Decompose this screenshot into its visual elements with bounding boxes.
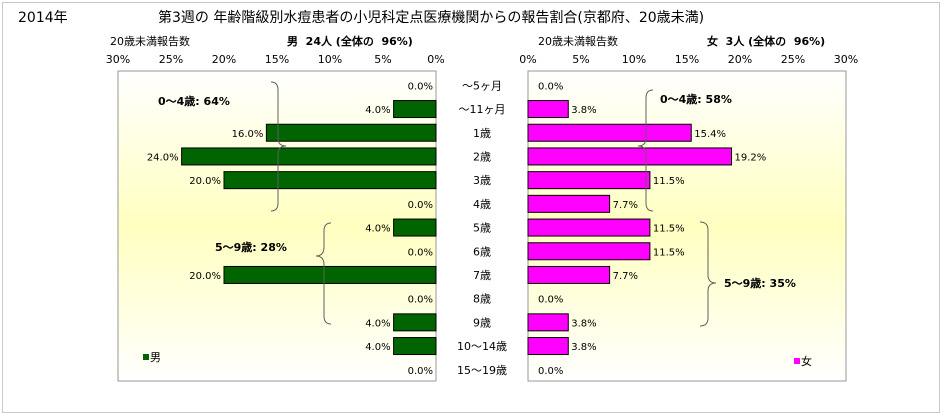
category-label: 1歳 [473, 127, 491, 140]
female-bar [527, 147, 733, 166]
category-label: 4歳 [473, 198, 491, 211]
category-label: 6歳 [473, 245, 491, 258]
male-bar [393, 337, 437, 356]
male-axis-tick: 30% [106, 53, 130, 66]
female-axis-tick: 5% [572, 53, 589, 66]
male-bar [181, 147, 437, 166]
female-axis-tick: 20% [728, 53, 752, 66]
male-bar [393, 313, 437, 332]
bracket-male-5-9 [315, 222, 332, 325]
male-bar-value-label: 20.0% [189, 176, 221, 187]
female-bar [527, 313, 569, 332]
male-bar-value-label: 4.0% [365, 224, 390, 235]
female-axis-tick: 25% [781, 53, 805, 66]
female-bar-value-label: 0.0% [538, 366, 563, 377]
female-subtitle: 20歳未満報告数 [538, 35, 618, 48]
female-bar-value-label: 11.5% [653, 247, 685, 258]
male-bar-value-label: 20.0% [189, 271, 221, 282]
female-bar [527, 100, 569, 119]
female-axis-tick: 0% [519, 53, 536, 66]
category-label: 〜5ヶ月 [462, 79, 502, 92]
female-bar-value-label: 0.0% [538, 295, 563, 306]
male-bar [393, 218, 437, 237]
category-label: 2歳 [473, 150, 491, 163]
male-bar-value-label: 4.0% [365, 318, 390, 329]
legend-female-label: 女 [801, 354, 812, 368]
category-label: 5歳 [473, 222, 491, 235]
female-bar-value-label: 3.8% [571, 342, 596, 353]
male-subtitle: 20歳未満報告数 [110, 35, 190, 48]
female-bar-value-label: 11.5% [653, 224, 685, 235]
male-bar-value-label: 16.0% [232, 129, 264, 140]
category-label: 9歳 [473, 316, 491, 329]
male-axis-tick: 15% [265, 53, 289, 66]
bracket-label-female-5-9: 5〜9歳: 35% [724, 276, 796, 290]
female-bar [527, 171, 651, 190]
female-bar-value-label: 7.7% [613, 271, 638, 282]
category-label: 10〜14歳 [457, 340, 507, 353]
male-axis-tick: 25% [159, 53, 183, 66]
male-axis-tick: 0% [427, 53, 444, 66]
bracket-lines [270, 81, 717, 327]
chart-title: 第3週の 年齢階級別水痘患者の小児科定点医療機関からの報告割合(京都府、20歳未… [158, 9, 704, 26]
male-axis-tick: 5% [374, 53, 391, 66]
female-bar-value-label: 19.2% [735, 152, 767, 163]
chart-year: 2014年 [18, 10, 68, 26]
female-bar [527, 123, 692, 142]
male-bar-value-label: 0.0% [408, 81, 433, 92]
male-axis-tick: 10% [318, 53, 342, 66]
male-bar [223, 171, 437, 190]
male-bar-value-label: 4.0% [365, 105, 390, 116]
female-axis-tick: 10% [622, 53, 646, 66]
male-axis-tick: 20% [212, 53, 236, 66]
male-count-label: 男 24人 (全体の 96%) [287, 34, 413, 48]
legend-male-swatch [143, 354, 149, 360]
category-label: 8歳 [473, 293, 491, 306]
male-bar-value-label: 0.0% [408, 247, 433, 258]
female-bar [527, 242, 651, 261]
bracket-female-5-9 [699, 221, 717, 327]
male-bar [265, 123, 437, 142]
female-bar-value-label: 11.5% [653, 176, 685, 187]
bracket-female-0-4 [637, 89, 654, 212]
female-bar [527, 337, 569, 356]
female-count-label: 女 3人 (全体の 96%) [707, 34, 825, 48]
category-label: 15〜19歳 [457, 364, 507, 377]
female-bar-value-label: 15.4% [694, 129, 726, 140]
female-bar [527, 218, 651, 237]
male-bar [223, 265, 437, 284]
male-plot-area [117, 70, 437, 382]
category-label: 7歳 [473, 269, 491, 282]
bracket-male-0-4 [270, 81, 287, 212]
male-bar-value-label: 4.0% [365, 342, 390, 353]
female-bar [527, 194, 611, 213]
male-bar [393, 100, 437, 119]
female-bar-value-label: 3.8% [571, 105, 596, 116]
legend-female-swatch [794, 358, 800, 364]
legend-male-label: 男 [150, 351, 161, 364]
bracket-label-male-0-4: 0〜4歳: 64% [158, 94, 230, 108]
female-axis-tick: 15% [675, 53, 699, 66]
category-label: 3歳 [473, 174, 491, 187]
male-bar-value-label: 0.0% [408, 295, 433, 306]
female-bar-value-label: 3.8% [571, 318, 596, 329]
male-bar-value-label: 0.0% [408, 366, 433, 377]
bracket-label-female-0-4: 0〜4歳: 58% [660, 92, 732, 106]
female-bar [527, 265, 611, 284]
male-bar-value-label: 0.0% [408, 200, 433, 211]
female-bar-value-label: 0.0% [538, 81, 563, 92]
bracket-label-male-5-9: 5〜9歳: 28% [215, 240, 287, 254]
category-label: 〜11ヶ月 [459, 103, 506, 116]
female-axis-tick: 30% [834, 53, 858, 66]
female-bar-value-label: 7.7% [613, 200, 638, 211]
male-bar-value-label: 24.0% [147, 152, 179, 163]
